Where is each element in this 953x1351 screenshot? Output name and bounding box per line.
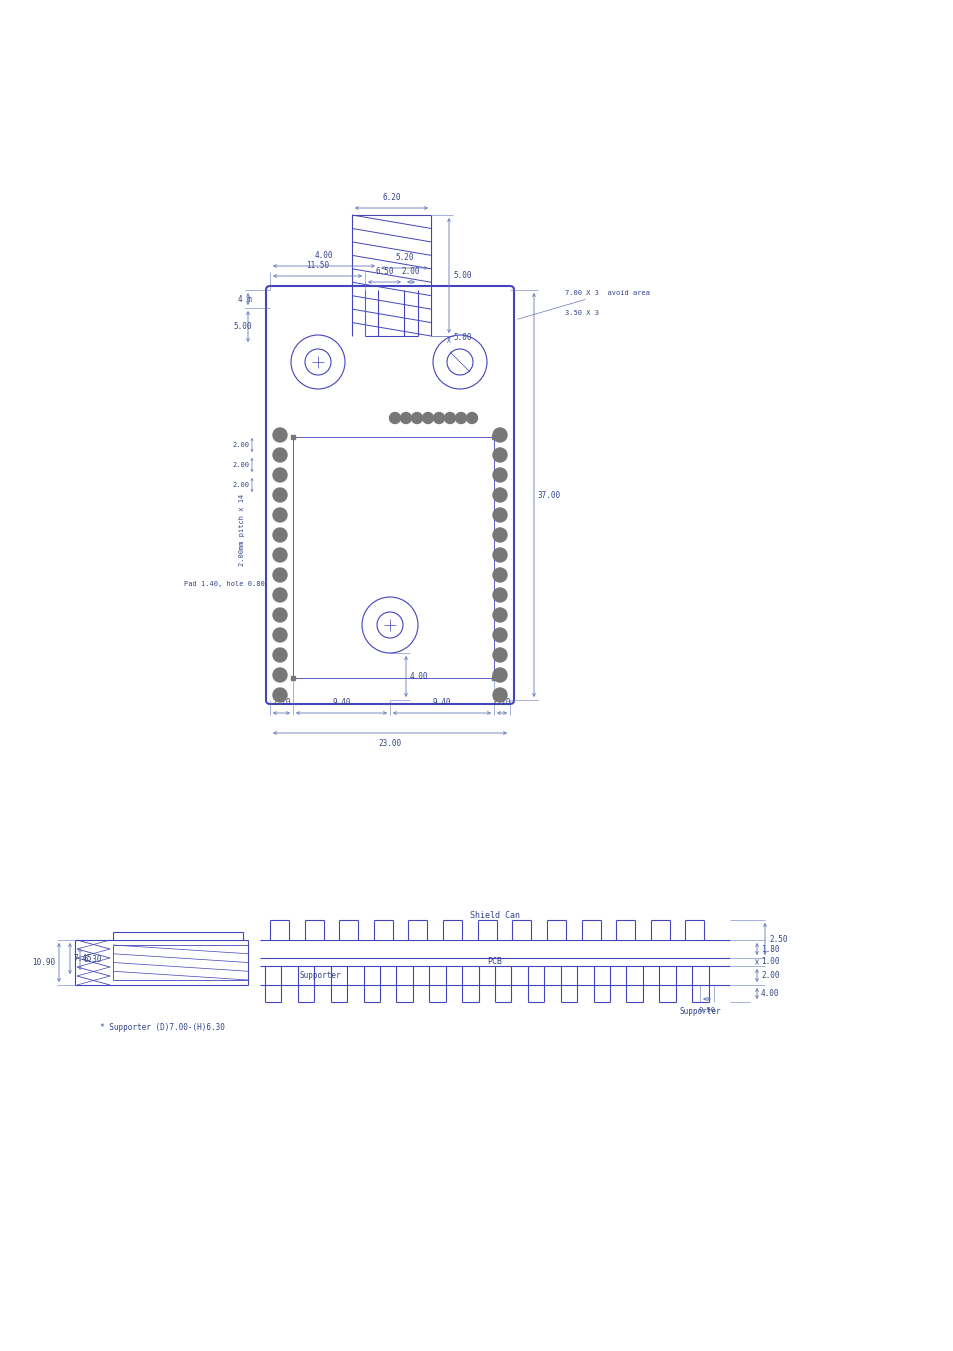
Circle shape (273, 549, 287, 562)
Circle shape (273, 648, 287, 662)
Text: 23.00: 23.00 (378, 739, 401, 748)
Text: 6.50: 6.50 (375, 267, 394, 276)
Text: 4 m: 4 m (238, 295, 252, 304)
Circle shape (273, 449, 287, 462)
Circle shape (493, 628, 506, 642)
Text: 5.00: 5.00 (453, 334, 471, 343)
Circle shape (273, 667, 287, 682)
Text: 1.80: 1.80 (760, 944, 779, 954)
Text: Pad 1.40, hole 0.80: Pad 1.40, hole 0.80 (184, 581, 265, 586)
Text: 4.00: 4.00 (314, 251, 333, 259)
Circle shape (273, 488, 287, 503)
Text: 5.00: 5.00 (453, 272, 471, 280)
Circle shape (273, 588, 287, 603)
Text: 10.90: 10.90 (31, 958, 55, 967)
Circle shape (273, 608, 287, 621)
Circle shape (400, 412, 411, 423)
Circle shape (455, 412, 466, 423)
Circle shape (493, 508, 506, 521)
Circle shape (493, 588, 506, 603)
Text: PCB: PCB (487, 958, 502, 966)
Text: 6.30: 6.30 (84, 955, 102, 963)
Circle shape (273, 628, 287, 642)
Text: 9.40: 9.40 (433, 698, 451, 707)
Circle shape (493, 488, 506, 503)
Text: 2.50: 2.50 (768, 935, 786, 943)
Circle shape (444, 412, 455, 423)
Text: Supporter: Supporter (679, 1008, 720, 1016)
Text: 37.00: 37.00 (537, 490, 560, 500)
Circle shape (411, 412, 422, 423)
Circle shape (493, 528, 506, 542)
Text: 2.00: 2.00 (232, 462, 249, 467)
Text: 2.10: 2.10 (272, 698, 291, 707)
Circle shape (493, 688, 506, 703)
Text: 2.10: 2.10 (493, 698, 511, 707)
Text: 9.40: 9.40 (332, 698, 351, 707)
Text: 5.00: 5.00 (233, 322, 252, 331)
Text: 7.45: 7.45 (74, 954, 92, 963)
Text: 0.50: 0.50 (698, 1006, 715, 1013)
Text: Shield Can: Shield Can (470, 911, 519, 920)
Text: 1.00: 1.00 (760, 958, 779, 966)
Circle shape (493, 648, 506, 662)
Circle shape (389, 412, 400, 423)
Circle shape (493, 549, 506, 562)
Circle shape (273, 688, 287, 703)
Circle shape (493, 467, 506, 482)
Text: 2.00: 2.00 (760, 971, 779, 979)
Circle shape (273, 528, 287, 542)
Text: 2.00mm pitch x 14: 2.00mm pitch x 14 (239, 494, 245, 566)
Circle shape (273, 567, 287, 582)
Text: 4.00: 4.00 (760, 989, 779, 998)
Text: 7.00 X 3  avoid area: 7.00 X 3 avoid area (517, 290, 649, 319)
Circle shape (493, 667, 506, 682)
Text: 2.00: 2.00 (232, 482, 249, 488)
Circle shape (466, 412, 477, 423)
Circle shape (273, 428, 287, 442)
Circle shape (493, 449, 506, 462)
Circle shape (422, 412, 433, 423)
Circle shape (493, 567, 506, 582)
FancyBboxPatch shape (266, 286, 514, 704)
Text: 5.20: 5.20 (395, 253, 414, 262)
Circle shape (273, 467, 287, 482)
Text: 6.20: 6.20 (382, 193, 400, 203)
Text: 2.00: 2.00 (401, 267, 420, 276)
Circle shape (273, 508, 287, 521)
Text: Supporter: Supporter (299, 971, 340, 979)
Text: 4.00: 4.00 (410, 671, 428, 681)
Text: 11.50: 11.50 (306, 261, 329, 270)
Circle shape (493, 428, 506, 442)
Text: * Supporter (D)7.00-(H)6.30: * Supporter (D)7.00-(H)6.30 (100, 1023, 225, 1032)
Text: 3.50 X 3: 3.50 X 3 (564, 309, 598, 316)
Circle shape (493, 608, 506, 621)
Circle shape (433, 412, 444, 423)
Text: 2.00: 2.00 (232, 442, 249, 449)
